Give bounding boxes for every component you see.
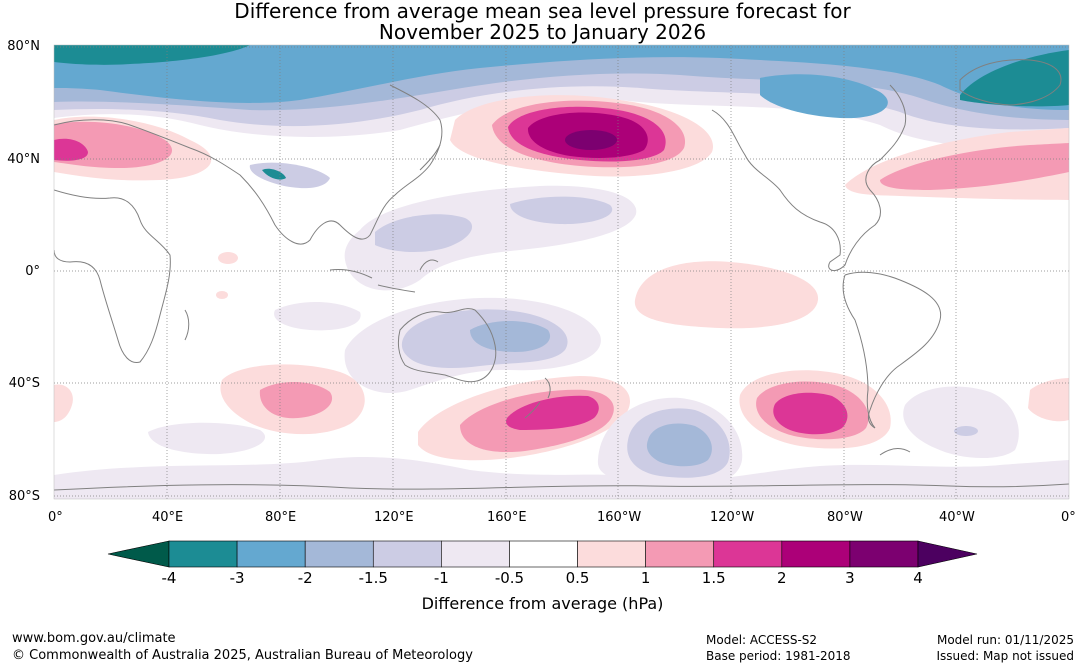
coastline-new-zealand	[524, 377, 551, 419]
coastline-indonesia	[329, 259, 439, 293]
colorbar-extend-low	[107, 540, 170, 568]
colorbar-tick-label: -1.5	[358, 569, 388, 587]
east-pacific-high	[634, 261, 819, 329]
arctic-core-greenland	[960, 50, 1069, 107]
south-indian-high-1	[259, 381, 333, 419]
southeast-pacific-high-2	[773, 392, 848, 435]
footer-copyright: © Commonwealth of Australia 2025, Austra…	[12, 648, 473, 663]
footer-issued: Issued: Map not issued	[936, 649, 1074, 663]
colorbar-segment	[509, 540, 578, 568]
antarctic-negative-band-1	[148, 422, 266, 455]
coastline-madagascar	[184, 309, 190, 341]
colorbar-segment	[849, 540, 919, 568]
colorbar-tick-label: -3	[229, 569, 245, 587]
colorbar-segment	[168, 540, 238, 568]
colorbar-segment	[304, 540, 374, 568]
arctic-negative-band-4	[760, 74, 888, 119]
colorbar-extend-high	[917, 540, 978, 568]
antarctic-negative-band	[54, 457, 1069, 499]
lon-label-120e: 120°E	[374, 510, 414, 525]
arctic-core-west	[54, 45, 250, 65]
colorbar-tick-label: 3	[845, 569, 855, 587]
south-atlantic-high	[1028, 378, 1069, 422]
central-asia-low-core	[262, 168, 286, 180]
map-title-line-2: November 2025 to January 2026	[378, 20, 707, 44]
coastline-antarctica	[54, 483, 1069, 491]
coastlines	[54, 59, 1069, 491]
south-atlantic-low	[903, 386, 1019, 459]
north-pacific-high-core	[565, 130, 617, 150]
colorbar-segment	[372, 540, 442, 568]
coastline-africa	[54, 189, 171, 364]
colorbar-segment	[577, 540, 646, 568]
lat-label-40n: 40°N	[7, 152, 40, 167]
west-pacific-low-1	[375, 214, 473, 252]
colorbar-tick-label: -2	[297, 569, 313, 587]
colorbar-segment	[713, 540, 783, 568]
south-pacific-low-2	[646, 423, 712, 467]
lon-label-0-west: 0°	[48, 510, 63, 525]
map-title-line-1: Difference from average mean sea level p…	[234, 0, 851, 23]
southern-indian-low	[274, 301, 361, 331]
south-atlantic-low-core	[954, 426, 978, 436]
coastline-south-america	[844, 271, 942, 429]
lon-label-80w: 80°W	[827, 510, 863, 525]
coastline-north-america	[711, 84, 907, 272]
arabian-sea-high	[218, 252, 238, 264]
footer-base-period: Base period: 1981-2018	[706, 649, 851, 663]
lon-label-160w: 160°W	[597, 510, 642, 525]
colorbar-title: Difference from average (hPa)	[421, 594, 664, 613]
australia-low-2	[470, 321, 551, 352]
lon-label-80e: 80°E	[265, 510, 297, 525]
coastline-japan	[419, 144, 441, 171]
colorbar-tick-label: 1	[640, 569, 651, 587]
graticule	[54, 45, 1069, 499]
arabian-sea-high-1	[216, 291, 228, 299]
arctic-negative-band-3	[54, 45, 1069, 110]
north-atlantic-high-1	[880, 143, 1069, 190]
southwest-indian-high	[54, 384, 73, 422]
lon-label-40w: 40°W	[939, 510, 975, 525]
coastline-greenland	[959, 59, 1062, 106]
colorbar-tick-label: 1.5	[701, 569, 726, 587]
map-panel	[54, 45, 1069, 499]
lon-label-160e: 160°E	[487, 510, 527, 525]
colorbar-segment	[645, 540, 715, 568]
europe-high-core	[54, 138, 88, 161]
footer-website: www.bom.gov.au/climate	[12, 631, 176, 646]
lat-label-0: 0°	[25, 264, 40, 279]
lon-label-0-east: 0°	[1061, 510, 1076, 525]
coastline-south-america-west	[842, 274, 876, 429]
footer-model-run: Model run: 01/11/2025	[936, 633, 1074, 647]
colorbar-segment	[441, 540, 510, 568]
colorbar	[107, 540, 978, 568]
colorbar-segment	[236, 540, 306, 568]
coastline-antarctic-peninsula	[879, 447, 911, 456]
colorbar-tick-label: 4	[913, 569, 923, 587]
coastline-eurasia	[54, 84, 443, 245]
lat-label-80s: 80°S	[8, 489, 40, 504]
colorbar-tick-label: -4	[161, 569, 177, 587]
west-pacific-low-2	[510, 196, 613, 225]
lat-label-40s: 40°S	[8, 376, 40, 391]
colorbar-tick-label: 2	[777, 569, 787, 587]
coastline-australia	[397, 308, 497, 383]
colorbar-tick-label: -0.5	[494, 569, 525, 587]
south-pacific-high-2	[506, 395, 599, 430]
lon-label-40e: 40°E	[152, 510, 184, 525]
lat-label-80n: 80°N	[7, 39, 40, 54]
colorbar-tick-label: -1	[433, 569, 449, 587]
lon-label-120w: 120°W	[710, 510, 755, 525]
colorbar-segment	[781, 540, 851, 568]
colorbar-tick-label: 0.5	[565, 569, 590, 587]
footer-model: Model: ACCESS-S2	[706, 633, 818, 647]
map-frame	[53, 44, 1070, 500]
